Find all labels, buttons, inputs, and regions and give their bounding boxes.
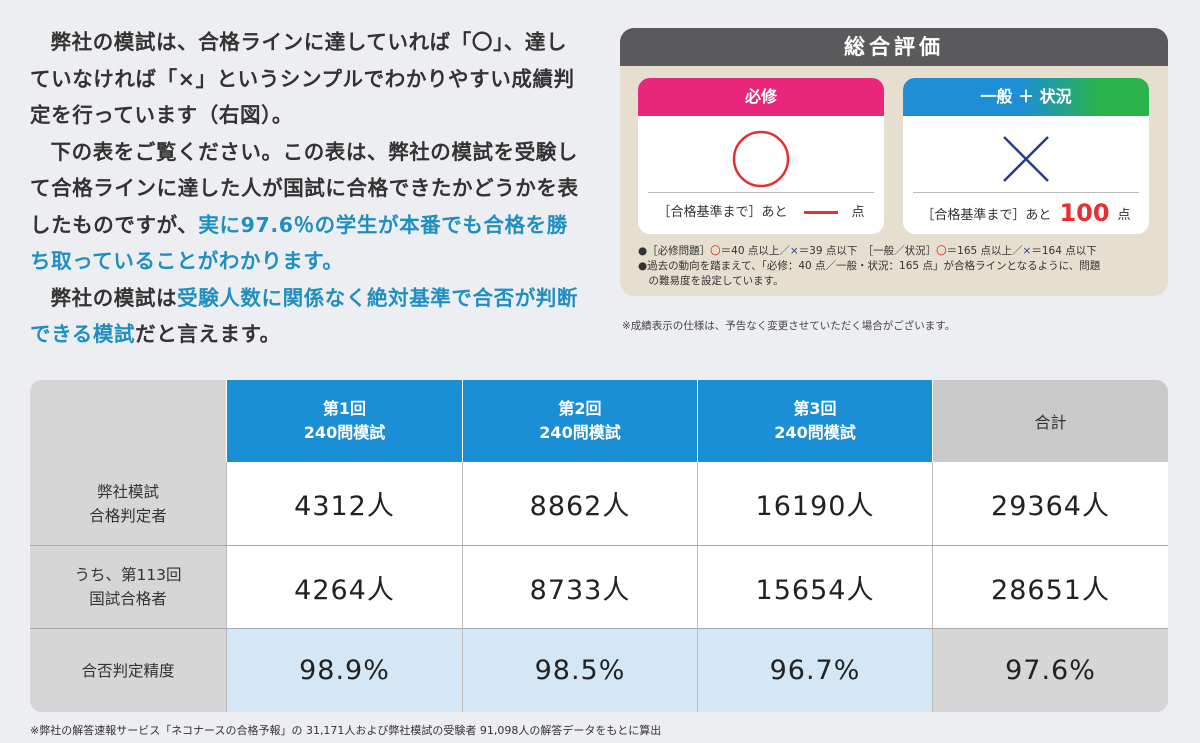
intro-text: 弊社の模試は、合格ラインに達していれば「〇」、達していなければ「×」というシンプ…	[30, 24, 586, 353]
pass-circle-icon	[638, 124, 884, 194]
row-label-accuracy: 合否判定精度	[30, 629, 226, 712]
header-round-1: 第1回 240問模試	[226, 380, 462, 462]
panel-notes: ●［必修問題］〇＝40 点以上／×＝39 点以下 ［一般／状況］〇＝165 点以…	[638, 245, 1101, 287]
intro-paragraph-1: 弊社の模試は、合格ラインに達していれば「〇」、達していなければ「×」というシンプ…	[30, 30, 575, 127]
fail-cross-icon	[903, 124, 1149, 194]
table-cell: 98.9%	[226, 629, 462, 712]
table-cell: 8862人	[462, 462, 697, 545]
table-cell: 96.7%	[697, 629, 932, 712]
intro-paragraph-2: 下の表をご覧ください。この表は、弊社の模試を受験して合格ラインに達した人が国試に…	[30, 139, 579, 274]
row-label-exam-passed: うち、第113回 国試合格者	[30, 546, 226, 628]
required-remaining: ［合格基準まで］あと点	[657, 205, 865, 220]
table-cell: 4264人	[226, 546, 462, 628]
highlight-absolute-standard: 受験人数に関係なく絶対基準で合否が判断できる模試	[30, 285, 579, 347]
header-total: 合計	[932, 380, 1168, 462]
general-remaining: ［合格基準まで］あと 100 点	[921, 199, 1131, 227]
table-cell-total: 29364人	[932, 462, 1168, 545]
highlight-accuracy: 実に97.6％の学生が本番でも合格を勝ち取っていることがわかります。	[30, 212, 568, 274]
required-label: 必修	[638, 78, 884, 116]
spec-caveat: ※成績表示の仕様は、予告なく変更させていただく場合がございます。	[622, 320, 956, 332]
table-cell: 98.5%	[462, 629, 697, 712]
table-cell: 8733人	[462, 546, 697, 628]
table-cell: 4312人	[226, 462, 462, 545]
results-table: 第1回 240問模試 第2回 240問模試 第3回 240問模試 合計 弊社模試 合格判…	[30, 380, 1168, 712]
table-cell: 15654人	[697, 546, 932, 628]
general-situation-card: 一般 ＋ 状況 ［合格基準まで］あと 100 点	[903, 78, 1149, 234]
table-cell: 16190人	[697, 462, 932, 545]
table-cell-total: 97.6%	[932, 629, 1168, 712]
header-round-2: 第2回 240問模試	[462, 380, 697, 462]
row-label-passing-judged: 弊社模試 合格判定者	[30, 462, 226, 545]
intro-paragraph-3: 弊社の模試は受験人数に関係なく絶対基準で合否が判断できる模試だと言えます。	[30, 285, 579, 347]
dash-icon	[803, 211, 838, 214]
required-card: 必修 ［合格基準まで］あと点	[638, 78, 884, 234]
table-footnote: ※弊社の解答速報サービス「ネコナースの合格予報」の 31,171人および弊社模試…	[30, 724, 662, 737]
general-situation-label: 一般 ＋ 状況	[903, 78, 1149, 116]
overall-evaluation-panel: 総合評価 必修 ［合格基準まで］あと点 一般 ＋ 状況 ［合格基準まで］あと 10…	[620, 28, 1168, 296]
panel-title: 総合評価	[620, 28, 1168, 66]
table-cell-total: 28651人	[932, 546, 1168, 628]
header-round-3: 第3回 240問模試	[697, 380, 932, 462]
table-corner	[30, 380, 226, 462]
